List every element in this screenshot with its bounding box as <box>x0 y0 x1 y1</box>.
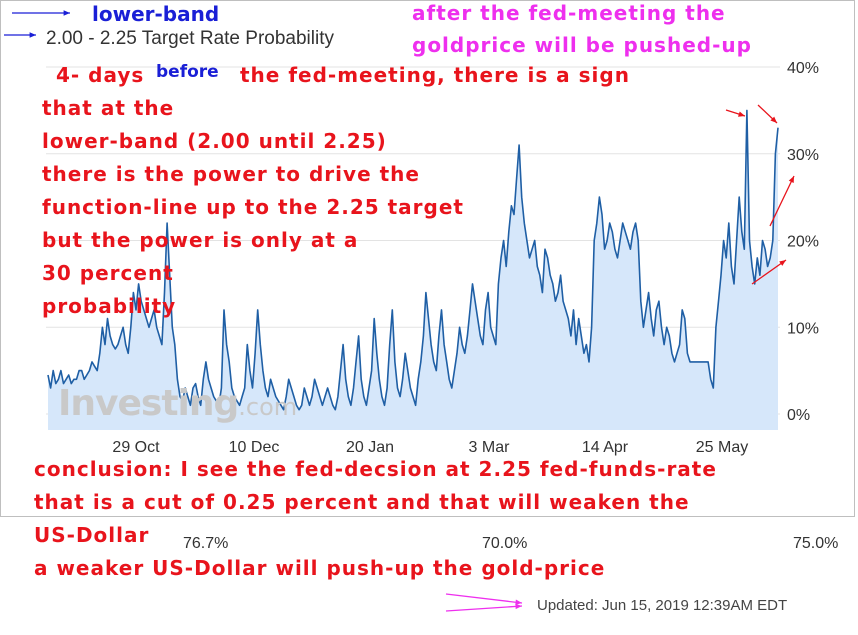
arrow-updated-2-icon <box>445 603 523 612</box>
y-tick-label: 30% <box>787 147 819 164</box>
x-tick-label: 3 Mar <box>469 439 511 456</box>
arrow-updated-1-icon <box>445 593 523 605</box>
annotation-desc-4: there is the power to drive the <box>42 162 420 186</box>
y-tick-label: 0% <box>787 407 810 424</box>
arrow-peak-2-icon <box>757 104 778 124</box>
y-tick-label: 20% <box>787 234 819 251</box>
x-tick-label: 14 Apr <box>582 439 629 456</box>
updated-timestamp: Updated: Jun 15, 2019 12:39AM EDT <box>537 597 788 614</box>
chart-frame <box>0 0 855 517</box>
annotation-lower-band: lower-band <box>92 2 220 26</box>
footer-value-2: 70.0% <box>482 535 528 552</box>
annotation-after-line2: goldprice will be pushed-up <box>412 33 752 57</box>
annotation-desc-8: probability <box>42 294 177 318</box>
annotation-arrows <box>4 10 795 612</box>
annotation-desc-6: but the power is only at a <box>42 228 359 252</box>
x-tick-label: 10 Dec <box>229 439 280 456</box>
annotation-desc-7: 30 percent <box>42 261 174 285</box>
series-line <box>47 109 779 411</box>
series-area <box>48 110 778 431</box>
footer-value-3: 75.0% <box>793 535 839 552</box>
arrow-title-icon <box>4 32 36 38</box>
footer-value-1: 76.7% <box>183 535 229 552</box>
annotation-desc-1: the fed-meeting, there is a sign <box>240 63 630 87</box>
annotation-four-days: 4- days <box>56 63 145 87</box>
arrow-peak-1-icon <box>725 109 746 117</box>
arrow-rise-2-icon <box>751 259 787 285</box>
y-axis-ticks: 0% 10% 20% 30% 40% <box>787 60 819 424</box>
arrow-lower-band-icon <box>12 10 70 16</box>
annotation-desc-5: function-line up to the 2.25 target <box>42 195 464 219</box>
arrow-rise-1-icon <box>769 175 795 227</box>
annotation-conclusion-2: that is a cut of 0.25 percent and that w… <box>34 490 690 514</box>
x-tick-label: 20 Jan <box>346 439 394 456</box>
annotation-desc-3: lower-band (2.00 until 2.25) <box>42 129 387 153</box>
investing-watermark: Investing.com <box>58 383 298 424</box>
annotation-conclusion-3: US-Dollar <box>34 523 150 547</box>
annotation-before: before <box>156 62 219 82</box>
x-tick-label: 25 May <box>696 439 748 456</box>
x-axis-ticks: 29 Oct 10 Dec 20 Jan 3 Mar 14 Apr 25 May <box>112 439 748 456</box>
x-tick-label: 29 Oct <box>112 439 160 456</box>
annotation-conclusion-4: a weaker US-Dollar will push-up the gold… <box>34 556 606 580</box>
y-tick-label: 10% <box>787 320 819 337</box>
annotation-conclusion-1: conclusion: I see the fed-decsion at 2.2… <box>34 457 717 481</box>
chart-title: 2.00 - 2.25 Target Rate Probability <box>46 28 334 49</box>
annotation-desc-2: that at the <box>42 96 175 120</box>
annotation-after-line1: after the fed-meeting the <box>412 1 726 25</box>
y-tick-label: 40% <box>787 60 819 77</box>
